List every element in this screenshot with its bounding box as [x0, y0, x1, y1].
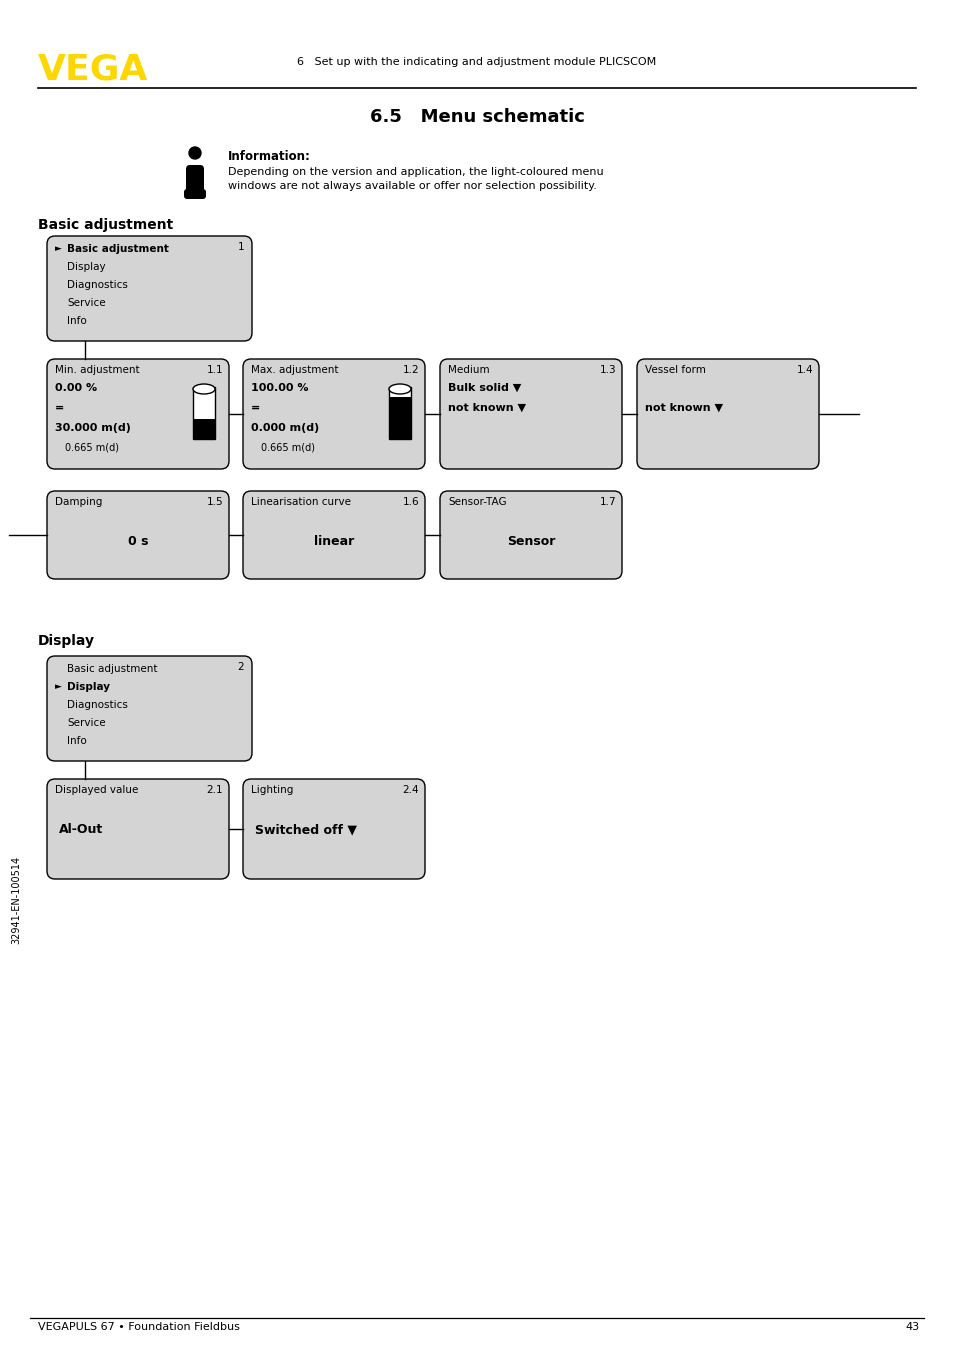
Ellipse shape: [389, 385, 411, 394]
Text: Service: Service: [67, 298, 106, 307]
Text: =: =: [55, 403, 64, 413]
Text: Sensor-TAG: Sensor-TAG: [448, 497, 506, 506]
FancyBboxPatch shape: [439, 359, 621, 468]
Text: 32941-EN-100514: 32941-EN-100514: [11, 856, 21, 944]
FancyBboxPatch shape: [47, 779, 229, 879]
Text: 6.5   Menu schematic: 6.5 Menu schematic: [369, 108, 584, 126]
Text: Vessel form: Vessel form: [644, 366, 705, 375]
Text: Basic adjustment: Basic adjustment: [38, 218, 173, 232]
FancyBboxPatch shape: [243, 492, 424, 580]
FancyBboxPatch shape: [243, 359, 424, 468]
Text: 43: 43: [905, 1322, 919, 1332]
Text: 1.6: 1.6: [402, 497, 418, 506]
Text: Damping: Damping: [55, 497, 102, 506]
Text: linear: linear: [314, 535, 354, 548]
Text: 1.7: 1.7: [598, 497, 616, 506]
Bar: [193, 387, 214, 439]
Text: 1.3: 1.3: [598, 366, 616, 375]
Text: Max. adjustment: Max. adjustment: [251, 366, 338, 375]
Text: 0 s: 0 s: [128, 535, 148, 548]
Text: Service: Service: [67, 718, 106, 728]
Text: Info: Info: [67, 315, 87, 326]
Text: 1.2: 1.2: [402, 366, 418, 375]
Text: 0.00 %: 0.00 %: [55, 383, 97, 393]
Text: Sensor: Sensor: [506, 535, 555, 548]
Text: Switched off ▼: Switched off ▼: [254, 823, 356, 835]
Text: 1.1: 1.1: [206, 366, 223, 375]
Text: Depending on the version and application, the light-coloured menu: Depending on the version and application…: [228, 167, 603, 177]
FancyBboxPatch shape: [47, 492, 229, 580]
Text: ►: ►: [55, 682, 62, 691]
Text: VEGAPULS 67 • Foundation Fieldbus: VEGAPULS 67 • Foundation Fieldbus: [38, 1322, 239, 1332]
Text: Lighting: Lighting: [251, 785, 294, 795]
Text: Display: Display: [67, 682, 110, 692]
Text: 30.000 m(d): 30.000 m(d): [55, 422, 131, 433]
FancyBboxPatch shape: [439, 492, 621, 580]
Text: ►: ►: [55, 244, 62, 253]
FancyBboxPatch shape: [637, 359, 818, 468]
Text: 2.4: 2.4: [402, 785, 418, 795]
FancyBboxPatch shape: [47, 655, 252, 761]
Text: 0.665 m(d): 0.665 m(d): [261, 443, 314, 454]
Text: Information:: Information:: [228, 150, 311, 162]
Text: 1.4: 1.4: [796, 366, 812, 375]
Text: Display: Display: [38, 634, 95, 649]
Text: Displayed value: Displayed value: [55, 785, 138, 795]
Ellipse shape: [193, 385, 214, 394]
Text: 2: 2: [237, 662, 244, 672]
Bar: [389, 397, 411, 439]
Text: not known ▼: not known ▼: [644, 403, 722, 413]
Text: Bulk solid ▼: Bulk solid ▼: [448, 383, 520, 393]
Text: Display: Display: [67, 263, 106, 272]
Text: 1.5: 1.5: [206, 497, 223, 506]
Text: Info: Info: [67, 737, 87, 746]
Text: 0.665 m(d): 0.665 m(d): [65, 443, 119, 454]
Text: not known ▼: not known ▼: [448, 403, 525, 413]
Text: Linearisation curve: Linearisation curve: [251, 497, 351, 506]
Text: 0.000 m(d): 0.000 m(d): [251, 422, 319, 433]
Text: 6   Set up with the indicating and adjustment module PLICSCOM: 6 Set up with the indicating and adjustm…: [297, 57, 656, 66]
Circle shape: [189, 148, 201, 158]
Text: Basic adjustment: Basic adjustment: [67, 244, 169, 255]
Bar: [389, 387, 411, 439]
FancyBboxPatch shape: [47, 236, 252, 341]
Text: 1: 1: [237, 242, 244, 252]
FancyBboxPatch shape: [47, 359, 229, 468]
FancyBboxPatch shape: [186, 165, 204, 196]
Text: =: =: [251, 403, 260, 413]
Text: Al-Out: Al-Out: [59, 823, 103, 835]
Text: windows are not always available or offer nor selection possibility.: windows are not always available or offe…: [228, 181, 597, 191]
FancyBboxPatch shape: [184, 190, 206, 199]
Text: VEGA: VEGA: [38, 51, 149, 87]
Text: 2.1: 2.1: [206, 785, 223, 795]
Text: Diagnostics: Diagnostics: [67, 280, 128, 290]
FancyBboxPatch shape: [243, 779, 424, 879]
Text: Basic adjustment: Basic adjustment: [67, 663, 157, 674]
Text: Medium: Medium: [448, 366, 489, 375]
Text: Diagnostics: Diagnostics: [67, 700, 128, 709]
Text: 100.00 %: 100.00 %: [251, 383, 308, 393]
Text: Min. adjustment: Min. adjustment: [55, 366, 139, 375]
Bar: [193, 418, 214, 439]
